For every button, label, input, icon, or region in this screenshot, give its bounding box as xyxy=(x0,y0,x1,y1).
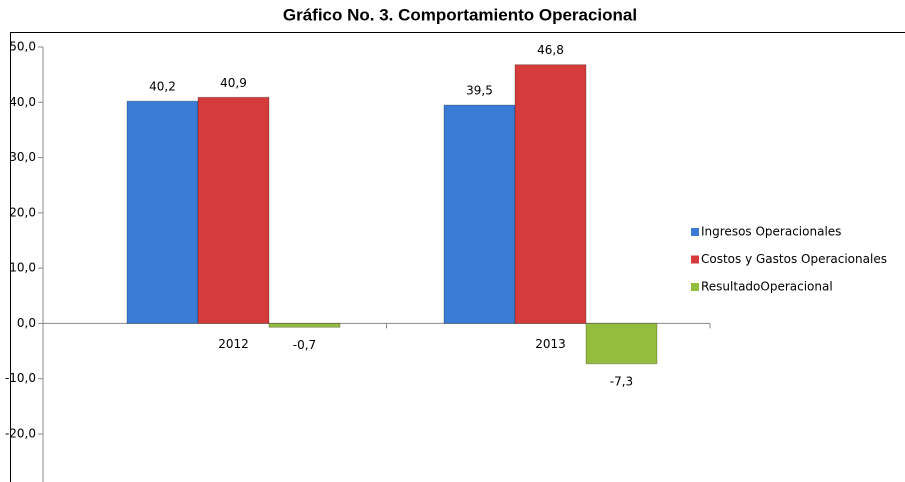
legend-swatch xyxy=(691,255,699,264)
y-tick-label: 40,0 xyxy=(9,95,36,109)
x-tick-label: 2012 xyxy=(218,337,249,351)
value-label: 39,5 xyxy=(466,84,493,98)
legend-label: Costos y Gastos Operacionales xyxy=(701,252,887,266)
legend-swatch xyxy=(691,283,699,291)
value-label: 40,2 xyxy=(149,80,176,94)
legend-label: ResultadoOperacional xyxy=(701,280,833,294)
legend-label: Ingresos Operacionales xyxy=(701,225,841,239)
y-tick-label: 20,0 xyxy=(9,205,36,219)
value-label: -0,7 xyxy=(293,338,316,352)
y-tick-label: 30,0 xyxy=(9,150,36,164)
bar xyxy=(443,104,516,324)
legend-swatch xyxy=(691,228,699,236)
bar xyxy=(585,322,658,365)
bar xyxy=(268,322,341,328)
y-tick-label: 0,0 xyxy=(17,316,36,330)
y-tick-label: 50,0 xyxy=(9,40,36,54)
bar xyxy=(514,64,587,324)
value-label: 40,9 xyxy=(220,76,247,90)
y-tick-label: -10,0 xyxy=(5,371,36,385)
value-label: 46,8 xyxy=(537,43,564,57)
bar xyxy=(197,96,270,324)
frame xyxy=(10,32,905,482)
chart-title: Gráfico No. 3. Comportamiento Operaciona… xyxy=(283,5,637,24)
value-label: -7,3 xyxy=(610,374,633,388)
y-tick-label: -20,0 xyxy=(5,427,36,441)
x-tick-label: 2013 xyxy=(535,337,566,351)
y-tick-label: 10,0 xyxy=(9,261,36,275)
bar xyxy=(126,100,199,324)
